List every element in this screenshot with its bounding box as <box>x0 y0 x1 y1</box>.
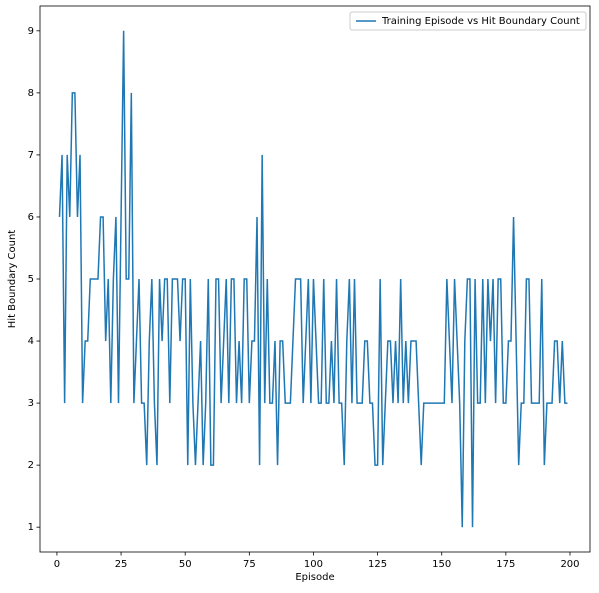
legend-box <box>349 11 587 31</box>
y-tick-label: 7 <box>28 150 34 161</box>
x-tick-label: 125 <box>368 559 387 570</box>
y-tick-label: 4 <box>28 336 34 347</box>
y-tick-label: 5 <box>28 274 34 285</box>
y-tick-label: 3 <box>28 398 34 409</box>
y-tick-label: 6 <box>28 212 34 223</box>
x-tick-label: 75 <box>243 559 256 570</box>
y-tick-label: 2 <box>28 460 34 471</box>
y-tick-label: 8 <box>28 88 34 99</box>
line <box>58 30 568 528</box>
x-tick-label: 100 <box>304 559 323 570</box>
x-tick-label: 0 <box>54 559 60 570</box>
x-tick-label: 25 <box>115 559 128 570</box>
y-tick-label: 1 <box>28 522 34 533</box>
x-axis-label: Episode <box>295 572 334 583</box>
x-tick-label: 50 <box>179 559 192 570</box>
y-axis-label: Hit Boundary Count <box>7 230 18 329</box>
x-tick-label: 175 <box>496 559 515 570</box>
x-tick-label: 150 <box>432 559 451 570</box>
y-tick-label: 9 <box>28 26 34 37</box>
legend-label: Training Episode vs Hit Boundary Count <box>381 16 580 27</box>
x-tick-label: 200 <box>560 559 579 570</box>
